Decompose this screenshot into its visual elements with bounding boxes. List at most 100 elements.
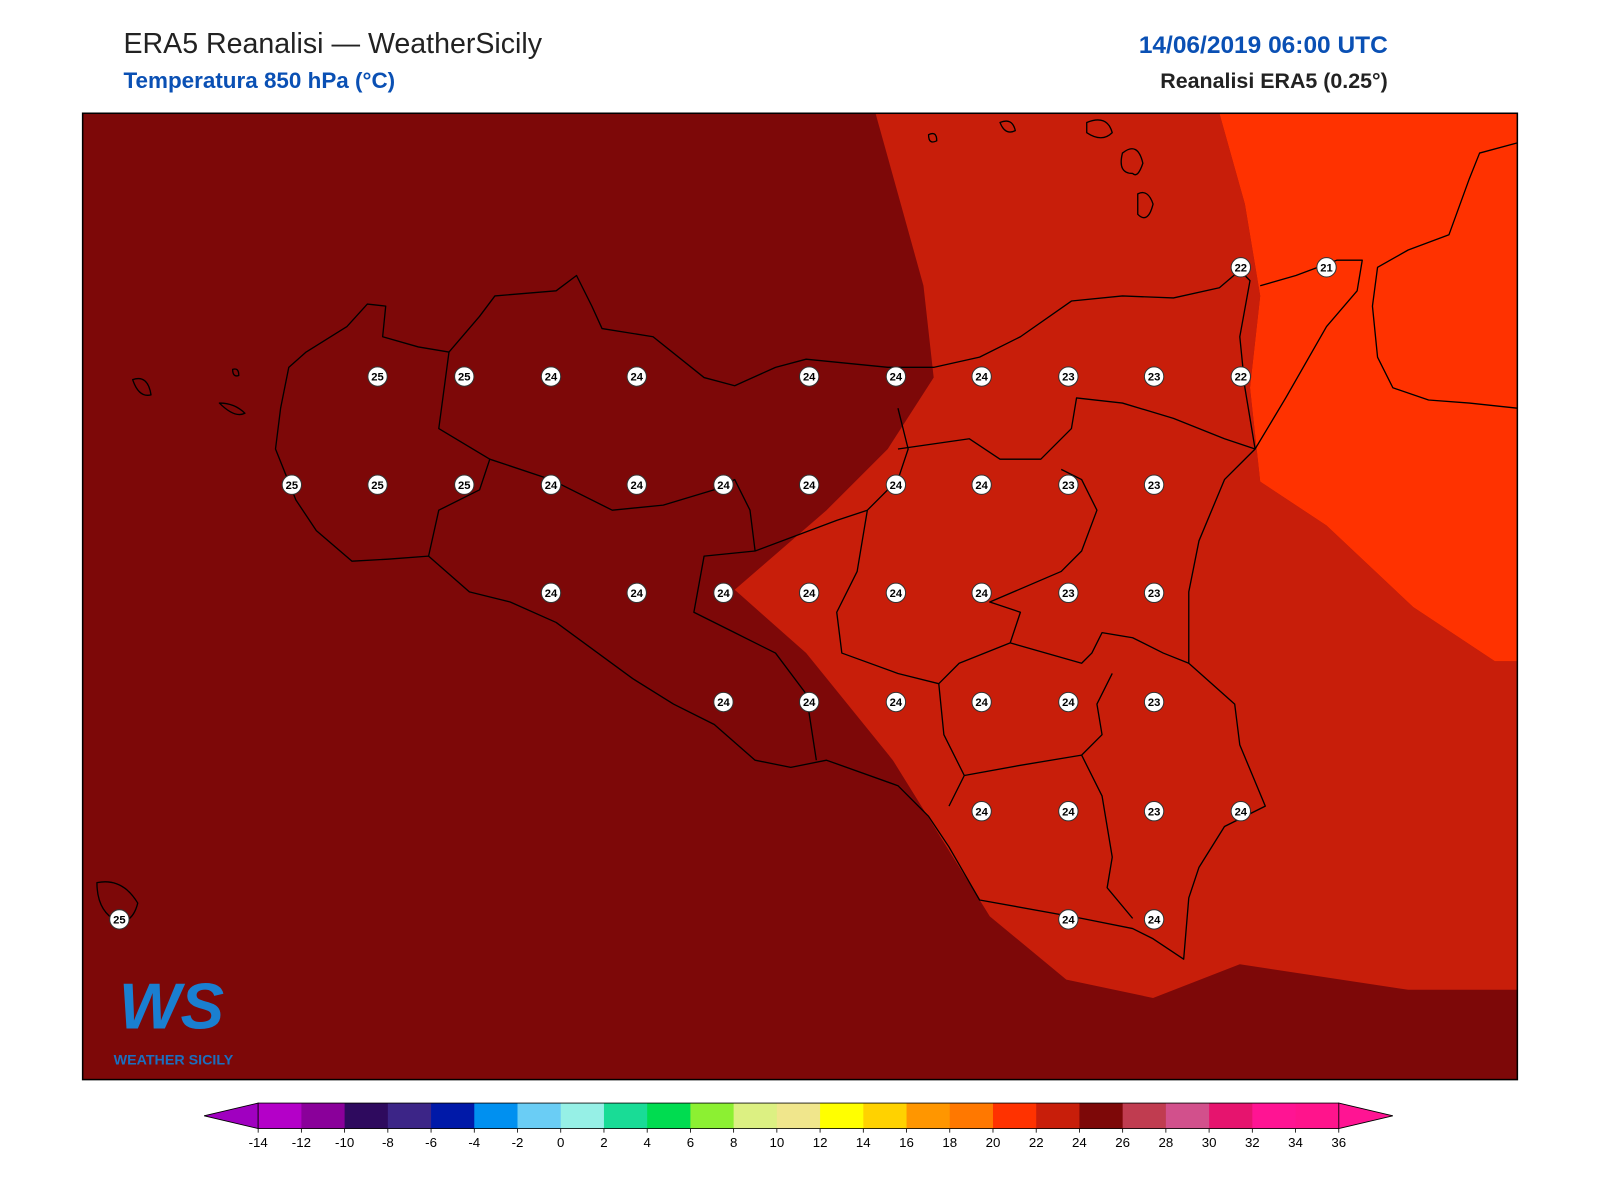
station-value: 24 <box>803 372 816 384</box>
station-value: 24 <box>545 372 558 384</box>
station-value: 24 <box>1235 806 1248 818</box>
station-value: 23 <box>1148 588 1160 600</box>
colorbar-tick-label: -12 <box>292 1135 311 1150</box>
station-value: 22 <box>1235 262 1247 274</box>
station-value: 24 <box>975 480 988 492</box>
colorbar-bin <box>387 1103 432 1129</box>
station-value: 24 <box>1062 806 1075 818</box>
station-marker <box>1143 474 1165 495</box>
station-marker <box>1058 909 1079 930</box>
station-value: 24 <box>717 588 730 600</box>
station-marker <box>1058 474 1079 495</box>
station-value: 25 <box>371 480 383 492</box>
colorbar-bin <box>690 1103 735 1129</box>
colorbar-tick-label: 20 <box>986 1135 1001 1150</box>
stations: 22 21 25 25 24 24 24 24 24 23 23 22 25 25 25 24 24 24 24 24… <box>109 257 1337 930</box>
station-marker <box>1316 257 1337 278</box>
colorbar-bin <box>1079 1103 1124 1129</box>
field-mid <box>734 113 1518 998</box>
station-value: 24 <box>803 697 816 709</box>
colorbar-tick-label: -8 <box>382 1135 394 1150</box>
station-value: 25 <box>371 372 383 384</box>
station-value: 24 <box>1062 914 1075 926</box>
station-value: 24 <box>975 697 988 709</box>
logo-mark: WS <box>119 970 224 1043</box>
colorbar-tick-label: 10 <box>769 1135 784 1150</box>
field-bright <box>1219 113 1518 662</box>
logo-text: WEATHER SICILY <box>114 1052 234 1068</box>
colorbar-bin <box>949 1103 994 1129</box>
station-value: 24 <box>1148 914 1161 926</box>
colorbar-bin <box>992 1103 1037 1129</box>
colorbar-bin <box>1295 1103 1340 1129</box>
colorbar-tick-label: -6 <box>425 1135 437 1150</box>
colorbar-bin <box>301 1103 346 1129</box>
station-marker <box>540 366 562 387</box>
colorbar-bin <box>1209 1103 1253 1129</box>
colorbar-tick-label: 28 <box>1159 1135 1174 1150</box>
colorbar: -14 -12 -10 -8 -6 -4 -2 0 2 4 6 8 10 12 14 16 18 20 22 24 26… <box>203 1102 1393 1150</box>
station-value: 23 <box>1062 372 1074 384</box>
station-marker <box>1230 366 1252 387</box>
colorbar-tick-label: 36 <box>1331 1135 1346 1150</box>
coastline-calabria <box>1254 142 1518 450</box>
station-value: 24 <box>630 588 643 600</box>
colorbar-bin <box>603 1103 648 1129</box>
colorbar-tick-label: 30 <box>1202 1135 1217 1150</box>
station-marker <box>1143 582 1165 604</box>
station-marker <box>1143 366 1165 387</box>
colorbar-tick-label: -14 <box>249 1135 268 1150</box>
station-marker <box>798 366 820 387</box>
colorbar-tick-label: 22 <box>1029 1135 1044 1150</box>
colorbar-bin <box>820 1103 864 1129</box>
station-value: 24 <box>630 372 643 384</box>
colorbar-bin <box>863 1103 908 1129</box>
colorbar-tick-label: 4 <box>643 1135 650 1150</box>
colorbar-tick-label: 32 <box>1245 1135 1260 1150</box>
station-marker <box>1230 801 1252 822</box>
colorbar-tick-label: 6 <box>687 1135 694 1150</box>
station-marker <box>626 474 647 495</box>
colorbar-bin <box>258 1103 302 1129</box>
colorbar-bin <box>474 1103 519 1129</box>
station-value: 23 <box>1148 697 1160 709</box>
station-value: 24 <box>890 697 903 709</box>
station-marker <box>1058 582 1079 604</box>
station-marker <box>109 909 130 930</box>
station-marker <box>367 474 388 495</box>
coastline-sicily <box>274 269 1266 960</box>
colorbar-bin <box>517 1103 562 1129</box>
colorbar-bin <box>1252 1103 1297 1129</box>
colorbar-tick-label: 0 <box>557 1135 564 1150</box>
source: Reanalisi ERA5 (0.25°) <box>1160 69 1387 93</box>
map-frame <box>81 112 1519 1081</box>
colorbar-tick-label: 34 <box>1288 1135 1303 1150</box>
station-marker <box>1058 691 1079 713</box>
map: 22 21 25 25 24 24 24 24 24 23 23 22 25 25 25 24 24 24 24 24… <box>81 112 1519 1081</box>
station-marker <box>540 582 562 604</box>
station-marker <box>885 691 907 713</box>
station-value: 24 <box>890 480 903 492</box>
colorbar-tick-label: -10 <box>335 1135 354 1150</box>
colorbar-tick-label: 8 <box>730 1135 737 1150</box>
colorbar-tick-label: 14 <box>856 1135 871 1150</box>
station-value: 24 <box>975 806 988 818</box>
station-value: 24 <box>545 480 558 492</box>
station-marker <box>281 474 303 495</box>
province-borders <box>427 351 1256 919</box>
colorbar-bin <box>733 1103 778 1129</box>
station-value: 25 <box>458 372 470 384</box>
station-marker <box>1143 909 1165 930</box>
station-value: 25 <box>458 480 470 492</box>
station-value: 23 <box>1062 480 1074 492</box>
station-marker <box>971 801 992 822</box>
station-value: 24 <box>975 588 988 600</box>
colorbar-bin <box>906 1103 951 1129</box>
station-marker <box>885 582 907 604</box>
station-marker <box>367 366 388 387</box>
colorbar-bin <box>647 1103 691 1129</box>
colorbar-tick-label: -4 <box>468 1135 480 1150</box>
station-marker <box>626 582 647 604</box>
